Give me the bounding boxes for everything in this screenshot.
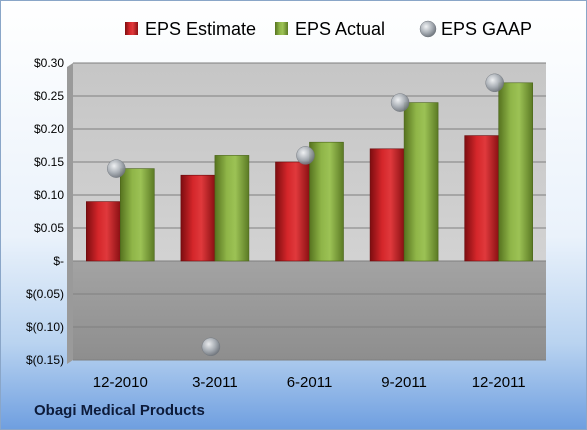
eps-actual-bar <box>120 168 155 262</box>
eps-estimate-bar <box>275 161 310 262</box>
legend: EPS Estimate EPS Actual EPS GAAP <box>125 19 532 39</box>
eps-actual-bar <box>214 155 250 262</box>
eps-gaap-point <box>390 93 410 112</box>
x-category-label: 12-2011 <box>472 374 526 391</box>
eps-estimate-bar <box>369 148 405 262</box>
x-axis-labels: 12-2010 3-2011 6-2011 9-2011 12-2011 <box>93 374 526 391</box>
y-tick-label: $0.25 <box>34 89 64 103</box>
y-tick-label: $0.15 <box>34 155 64 169</box>
eps-gaap-point <box>201 337 221 357</box>
eps-actual-bar <box>403 102 439 262</box>
eps-gaap-point <box>296 146 315 165</box>
eps-actual-bar <box>309 141 344 262</box>
x-category-label: 3-2011 <box>192 374 238 391</box>
eps-estimate-bar <box>464 135 500 262</box>
eps-actual-bar <box>498 82 534 262</box>
eps-estimate-bar <box>86 201 121 262</box>
y-tick-label: $0.05 <box>34 221 64 235</box>
y-tick-label: $- <box>53 254 64 268</box>
legend-actual-text: EPS Actual <box>295 19 385 39</box>
x-category-label: 9-2011 <box>381 374 427 391</box>
y-tick-label: $(0.05) <box>26 287 64 301</box>
plot-side-wall <box>67 63 73 364</box>
y-axis-ticks: $0.30 $0.25 $0.20 $0.15 $0.10 $0.05 $- $(0.05) $… <box>26 56 64 367</box>
x-category-label: 6-2011 <box>287 374 333 391</box>
eps-gaap-point <box>107 159 126 178</box>
legend-gaap-text: EPS GAAP <box>441 19 532 39</box>
y-tick-label: $(0.10) <box>26 320 64 334</box>
legend-actual-swatch <box>275 22 288 35</box>
y-tick-label: $0.30 <box>34 56 64 70</box>
plot-area-negative <box>73 261 546 360</box>
eps-gaap-point <box>485 73 504 93</box>
y-tick-label: $0.20 <box>34 122 64 136</box>
x-category-label: 12-2010 <box>93 374 148 391</box>
eps-estimate-bar <box>180 174 216 262</box>
legend-gaap-swatch <box>419 20 437 38</box>
legend-estimate-swatch <box>125 22 138 35</box>
y-tick-label: $(0.15) <box>26 353 64 367</box>
y-tick-label: $0.10 <box>34 188 64 202</box>
bars <box>86 82 534 262</box>
gaap-points <box>107 73 504 357</box>
company-name: Obagi Medical Products <box>34 402 205 419</box>
legend-estimate-text: EPS Estimate <box>145 19 256 39</box>
